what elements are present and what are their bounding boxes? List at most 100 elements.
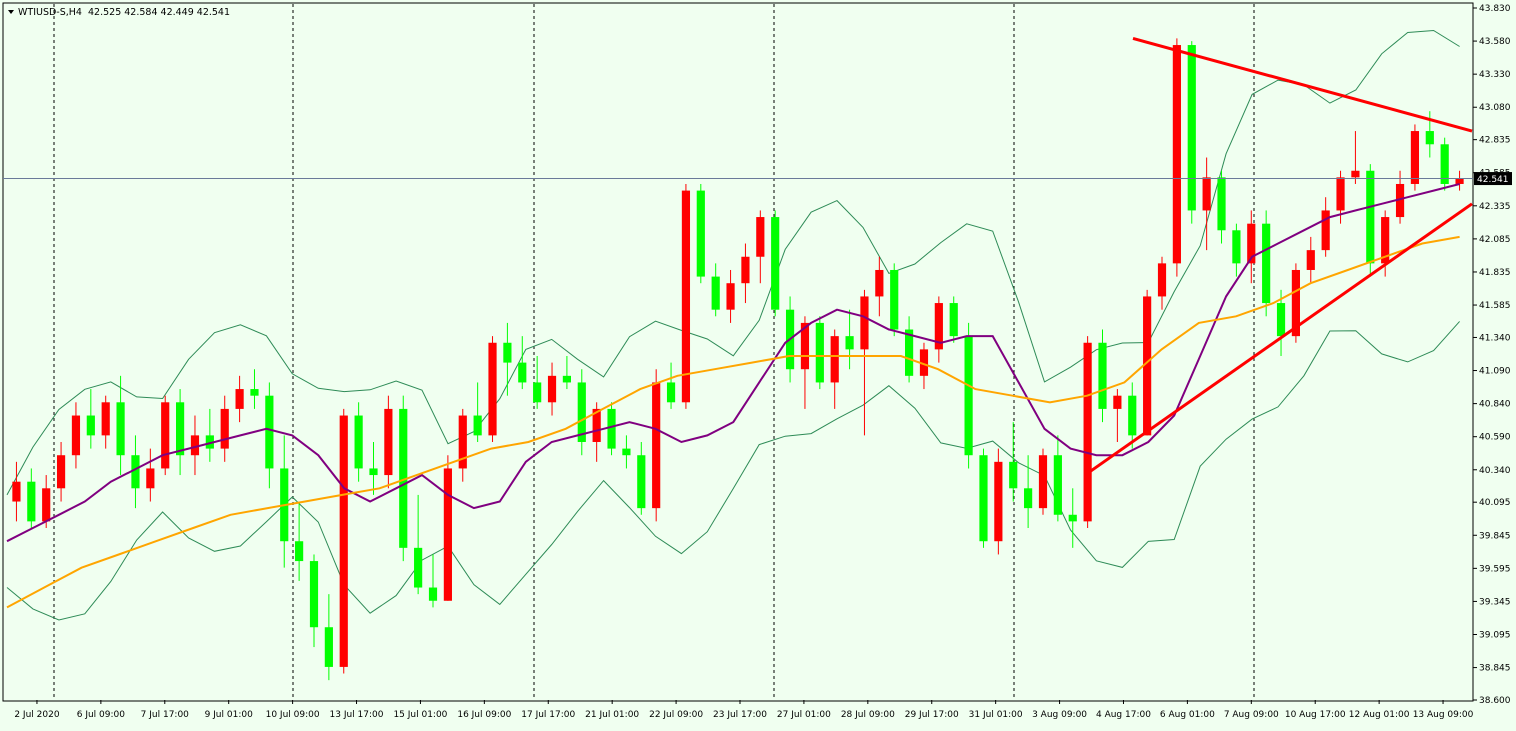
- y-tick-label: 42.335: [1479, 202, 1511, 212]
- x-tick-label: 12 Aug 01:00: [1349, 710, 1410, 720]
- candle-body: [86, 415, 95, 436]
- x-tick-label: 28 Jul 09:00: [841, 710, 895, 720]
- resistance-trend-line[interactable]: [1132, 36, 1473, 133]
- candle-body: [547, 375, 557, 403]
- candle-body: [488, 342, 497, 436]
- candle-body: [890, 269, 899, 330]
- candle-body: [428, 587, 438, 601]
- candle-body: [1276, 303, 1286, 337]
- candle-body: [905, 329, 914, 376]
- candle-body: [1024, 488, 1033, 509]
- candle-body: [696, 190, 705, 277]
- y-tick-label: 38.600: [1479, 696, 1511, 706]
- current-price-value: 42.541: [1477, 175, 1509, 185]
- x-tick-label: 6 Jul 09:00: [77, 710, 126, 720]
- x-tick-label: 21 Jul 01:00: [585, 710, 639, 720]
- candle-body: [176, 402, 185, 456]
- moving-average-line: [6, 183, 1460, 543]
- candle-body: [622, 448, 631, 456]
- candle-body: [637, 455, 646, 509]
- y-tick-label: 41.835: [1479, 268, 1511, 278]
- x-tick-label: 10 Aug 17:00: [1285, 710, 1346, 720]
- candle-body: [131, 455, 140, 489]
- candle-body: [919, 349, 929, 376]
- candle-body: [815, 322, 824, 383]
- candle-body: [1366, 170, 1375, 264]
- candle-body: [1381, 217, 1390, 264]
- candle-body: [1202, 177, 1211, 211]
- x-tick-label: 7 Aug 09:00: [1224, 710, 1279, 720]
- candle-body: [1321, 210, 1330, 251]
- x-tick-label: 10 Jul 09:00: [266, 710, 320, 720]
- candle-body: [250, 389, 259, 396]
- y-tick-label: 43.830: [1479, 4, 1511, 14]
- y-tick-label: 39.595: [1479, 564, 1511, 574]
- candle-body: [190, 435, 200, 456]
- candle-body: [1068, 514, 1077, 522]
- candle-body: [994, 461, 1003, 542]
- x-tick-label: 2 Jul 2020: [14, 710, 59, 720]
- candle-body: [1410, 131, 1420, 184]
- x-tick-label: 4 Aug 17:00: [1096, 710, 1151, 720]
- candle-body: [666, 382, 676, 403]
- x-tick-label: 31 Jul 01:00: [969, 710, 1023, 720]
- candle-body: [354, 415, 363, 469]
- candle-body: [1247, 223, 1256, 264]
- ohlc-values: 42.525 42.584 42.449 42.541: [88, 7, 230, 18]
- y-tick-label: 41.340: [1479, 333, 1511, 343]
- x-tick-label: 27 Jul 01:00: [777, 710, 831, 720]
- candle-body: [533, 382, 542, 403]
- candle-body: [1038, 455, 1048, 509]
- candle-body: [1009, 461, 1018, 489]
- x-tick-label: 15 Jul 01:00: [393, 710, 447, 720]
- candle-body: [1291, 269, 1300, 337]
- x-tick-label: 7 Jul 17:00: [141, 710, 190, 720]
- symbol-label: WTIUSD-S,H4: [18, 7, 82, 18]
- candle-body: [949, 303, 958, 337]
- candle-body: [1113, 395, 1122, 409]
- x-tick-label: 13 Aug 09:00: [1413, 710, 1474, 720]
- candle-body: [116, 402, 125, 456]
- candle-body: [1395, 183, 1405, 218]
- candle-body: [1351, 170, 1360, 178]
- candle-body: [384, 408, 393, 476]
- x-tick-label: 6 Aug 01:00: [1160, 710, 1215, 720]
- candle-body: [607, 408, 616, 449]
- candle-body: [1440, 144, 1449, 184]
- y-tick-label: 43.580: [1479, 37, 1511, 47]
- y-tick-label: 41.585: [1479, 301, 1511, 311]
- candle-body: [71, 415, 81, 456]
- candle-body: [205, 435, 214, 449]
- moving-average-line: [6, 235, 1460, 609]
- candle-body: [399, 408, 408, 548]
- candle-body: [562, 375, 571, 383]
- candle-body: [1306, 250, 1315, 270]
- x-tick-label: 9 Jul 01:00: [205, 710, 254, 720]
- candle-body: [726, 283, 735, 310]
- candle-body: [518, 362, 527, 383]
- candle-body: [681, 190, 691, 403]
- current-price-tag: 42.541: [1474, 172, 1512, 186]
- candle-body: [12, 481, 21, 502]
- y-tick-label: 39.095: [1479, 631, 1511, 641]
- candle-body: [42, 488, 51, 522]
- candle-body: [146, 468, 155, 489]
- candle-body: [592, 408, 601, 442]
- triangle-down-icon[interactable]: [8, 10, 14, 14]
- support-trend-line[interactable]: [1084, 202, 1473, 477]
- x-tick-label: 22 Jul 09:00: [649, 710, 703, 720]
- y-tick-label: 42.085: [1479, 235, 1511, 245]
- candle-body: [473, 415, 482, 436]
- x-tick-label: 13 Jul 17:00: [330, 710, 384, 720]
- candle-body: [56, 455, 66, 489]
- candle-body: [756, 217, 765, 257]
- candle-body: [1172, 45, 1181, 264]
- candle-body: [1187, 45, 1196, 211]
- candle-body: [101, 402, 110, 436]
- candle-body: [652, 382, 661, 509]
- candle-body: [1455, 178, 1464, 184]
- candle-body: [369, 468, 378, 476]
- candle-body: [503, 342, 512, 363]
